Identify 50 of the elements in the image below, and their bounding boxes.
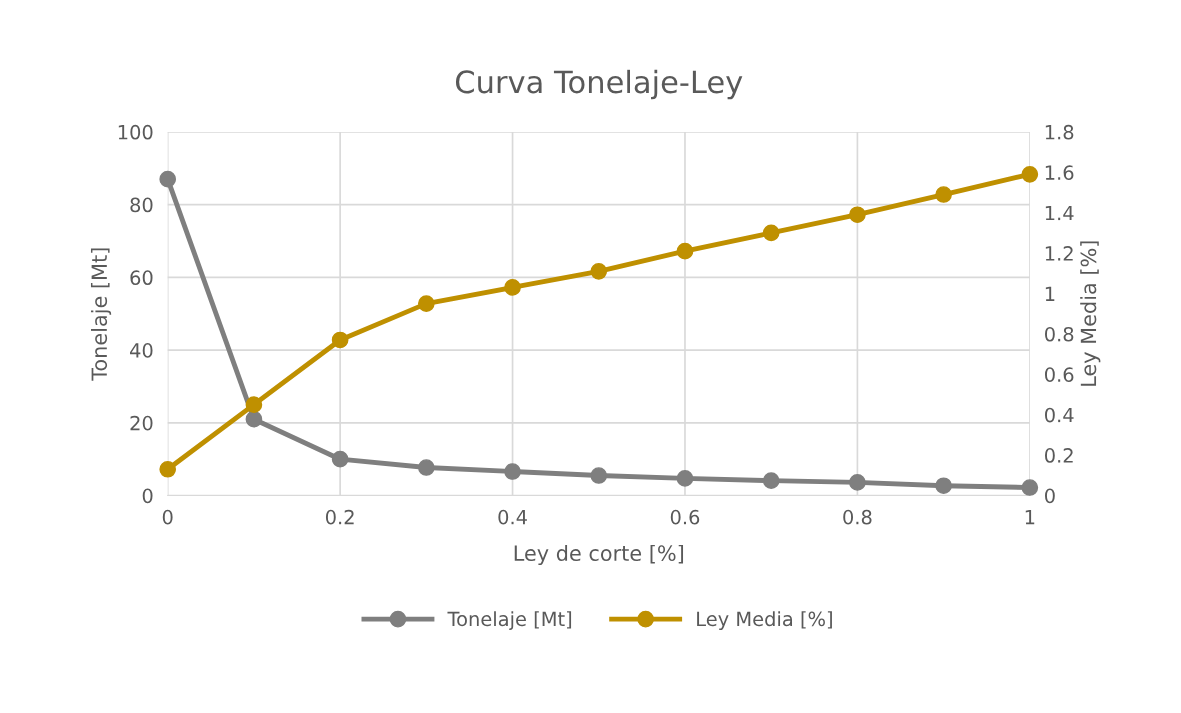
x-axis-title: Ley de corte [%] xyxy=(514,544,684,566)
x-tick-label: 1 xyxy=(1025,510,1035,525)
chart-title: Curva Tonelaje-Ley xyxy=(455,69,743,100)
point xyxy=(1021,165,1039,183)
y-axis-title: Tonelaje [Mt] xyxy=(90,248,112,381)
point xyxy=(849,206,866,224)
point xyxy=(331,450,349,468)
point xyxy=(504,279,521,296)
point xyxy=(418,295,435,312)
point xyxy=(245,410,263,428)
point xyxy=(590,467,608,484)
point xyxy=(762,472,780,489)
y2-tick-label: 1 xyxy=(1045,286,1055,301)
x-tick-label: 0.4 xyxy=(498,509,527,525)
point xyxy=(1021,479,1039,496)
y-tick-label: 60 xyxy=(130,270,153,286)
y2-axis-title: Ley Media [%] xyxy=(1080,241,1101,386)
y2-tick-label: 1.2 xyxy=(1045,246,1073,261)
legend-label: Ley Media [%] xyxy=(697,611,832,631)
point xyxy=(762,224,780,242)
point xyxy=(935,186,952,203)
point xyxy=(590,262,608,280)
y2-tick-label: 0.8 xyxy=(1045,326,1074,342)
legend-label: Tonelaje [Mt] xyxy=(447,611,572,631)
point xyxy=(245,396,263,413)
y-tick-label: 20 xyxy=(130,415,153,431)
point xyxy=(849,474,866,491)
point xyxy=(331,331,349,349)
y2-tick-label: 1.4 xyxy=(1045,205,1074,221)
y-tick-label: 100 xyxy=(118,124,153,140)
y-tick-label: 80 xyxy=(130,197,153,213)
point xyxy=(676,242,694,260)
point xyxy=(676,470,694,487)
x-tick-label: 0.2 xyxy=(325,509,354,525)
point xyxy=(159,170,177,188)
point xyxy=(418,459,435,476)
y2-tick-label: 0.6 xyxy=(1045,367,1074,382)
point xyxy=(504,463,521,480)
point xyxy=(935,477,952,495)
x-tick-label: 0.8 xyxy=(843,509,872,525)
y2-tick-label: 0.4 xyxy=(1045,407,1074,423)
y-tick-label: 0 xyxy=(142,488,153,504)
x-tick-label: 0.6 xyxy=(670,509,700,525)
y2-tick-label: 1.8 xyxy=(1045,124,1074,140)
y2-tick-label: 0 xyxy=(1045,488,1055,504)
y2-tick-label: 1.6 xyxy=(1045,165,1074,180)
x-tick-label: 0 xyxy=(162,509,173,525)
y2-tick-label: 0.2 xyxy=(1045,448,1073,463)
point xyxy=(159,460,177,478)
y-tick-label: 40 xyxy=(130,343,153,358)
